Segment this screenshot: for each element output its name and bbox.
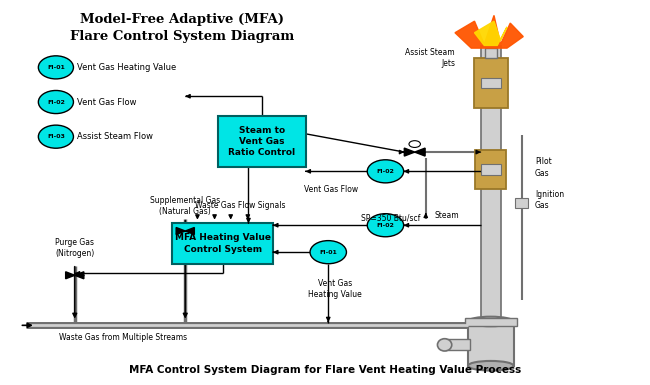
Bar — [445, 340, 470, 350]
Ellipse shape — [468, 316, 514, 326]
Bar — [475, 150, 506, 189]
Bar — [468, 321, 514, 366]
Text: Steam to
Vent Gas
Ratio Control: Steam to Vent Gas Ratio Control — [228, 126, 295, 157]
Text: Assist Steam Flow: Assist Steam Flow — [77, 132, 153, 141]
Bar — [172, 223, 273, 264]
Text: FI-01: FI-01 — [319, 250, 337, 254]
Text: Pilot
Gas: Pilot Gas — [535, 157, 552, 177]
Text: Steam: Steam — [434, 211, 459, 220]
Polygon shape — [75, 272, 84, 279]
Text: Supplemental Gas
(Natural Gas): Supplemental Gas (Natural Gas) — [150, 196, 220, 216]
Polygon shape — [455, 15, 523, 48]
Text: MFA Control System Diagram for Flare Vent Heating Value Process: MFA Control System Diagram for Flare Ven… — [129, 365, 521, 375]
Text: Model-Free Adaptive (MFA)
Flare Control System Diagram: Model-Free Adaptive (MFA) Flare Control … — [70, 13, 294, 43]
Circle shape — [409, 141, 421, 147]
Text: Vent Gas Heating Value: Vent Gas Heating Value — [77, 63, 176, 72]
Text: Ignition
Gas: Ignition Gas — [535, 190, 564, 210]
Ellipse shape — [468, 361, 514, 370]
Text: FI-03: FI-03 — [47, 134, 65, 139]
Ellipse shape — [367, 214, 404, 237]
Ellipse shape — [38, 90, 73, 114]
Bar — [481, 46, 500, 335]
Bar — [465, 318, 517, 326]
Polygon shape — [185, 228, 194, 234]
Bar — [474, 58, 508, 108]
Bar — [485, 48, 497, 58]
Bar — [481, 78, 500, 88]
Text: FI-02: FI-02 — [376, 223, 395, 228]
Text: Waste Gas from Multiple Streams: Waste Gas from Multiple Streams — [59, 333, 188, 342]
Ellipse shape — [38, 56, 73, 79]
Text: FI-02: FI-02 — [47, 100, 65, 104]
Text: Vent Gas Flow: Vent Gas Flow — [77, 97, 136, 107]
Bar — [481, 164, 500, 175]
Text: FI-02: FI-02 — [376, 169, 395, 174]
Text: SP=350 Btu/scf: SP=350 Btu/scf — [361, 213, 420, 222]
Bar — [218, 116, 306, 167]
Ellipse shape — [38, 125, 73, 148]
Ellipse shape — [310, 241, 346, 264]
Polygon shape — [176, 228, 185, 234]
Bar — [515, 198, 528, 208]
Polygon shape — [415, 148, 425, 156]
Text: FI-01: FI-01 — [47, 65, 65, 70]
Text: MFA Heating Value
Control System: MFA Heating Value Control System — [175, 233, 270, 254]
Text: Vent Gas Flow: Vent Gas Flow — [304, 185, 359, 194]
Text: Waste Gas Flow Signals: Waste Gas Flow Signals — [195, 201, 286, 210]
Ellipse shape — [367, 160, 404, 183]
Text: Purge Gas
(Nitrogen): Purge Gas (Nitrogen) — [55, 238, 94, 258]
Polygon shape — [474, 21, 507, 45]
Polygon shape — [404, 148, 415, 156]
Ellipse shape — [437, 339, 452, 351]
Polygon shape — [66, 272, 75, 279]
Text: Assist Steam
Jets: Assist Steam Jets — [406, 48, 455, 68]
Text: Vent Gas
Heating Value: Vent Gas Heating Value — [308, 279, 361, 299]
